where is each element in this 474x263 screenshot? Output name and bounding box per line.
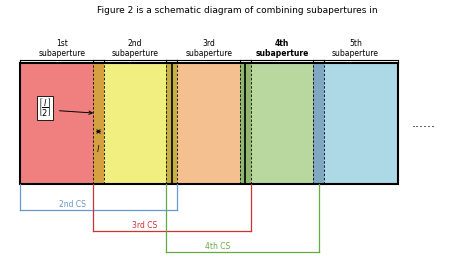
Text: 5th
subaperture: 5th subaperture bbox=[332, 39, 379, 58]
Bar bbox=[166, 63, 251, 184]
Bar bbox=[240, 63, 251, 184]
Bar bbox=[313, 63, 398, 184]
Text: $\left[\dfrac{l}{2}\right]$: $\left[\dfrac{l}{2}\right]$ bbox=[38, 97, 52, 119]
Text: Figure 2 is a schematic diagram of combining subapertures in: Figure 2 is a schematic diagram of combi… bbox=[97, 6, 377, 15]
Bar bbox=[93, 63, 177, 184]
Bar bbox=[166, 63, 177, 184]
Text: 3rd
subaperture: 3rd subaperture bbox=[185, 39, 232, 58]
Bar bbox=[313, 63, 324, 184]
Text: 4th CS: 4th CS bbox=[204, 241, 230, 251]
Bar bbox=[93, 63, 104, 184]
Bar bbox=[19, 63, 398, 184]
Bar bbox=[19, 63, 104, 184]
Text: 3rd CS: 3rd CS bbox=[132, 221, 158, 230]
Text: $l$: $l$ bbox=[96, 143, 100, 154]
Text: ......: ...... bbox=[412, 117, 436, 130]
Text: 2nd CS: 2nd CS bbox=[59, 200, 86, 209]
Bar bbox=[240, 63, 324, 184]
Text: 2nd
subaperture: 2nd subaperture bbox=[112, 39, 159, 58]
Text: 1st
subaperture: 1st subaperture bbox=[38, 39, 85, 58]
Text: 4th
subaperture: 4th subaperture bbox=[255, 39, 309, 58]
